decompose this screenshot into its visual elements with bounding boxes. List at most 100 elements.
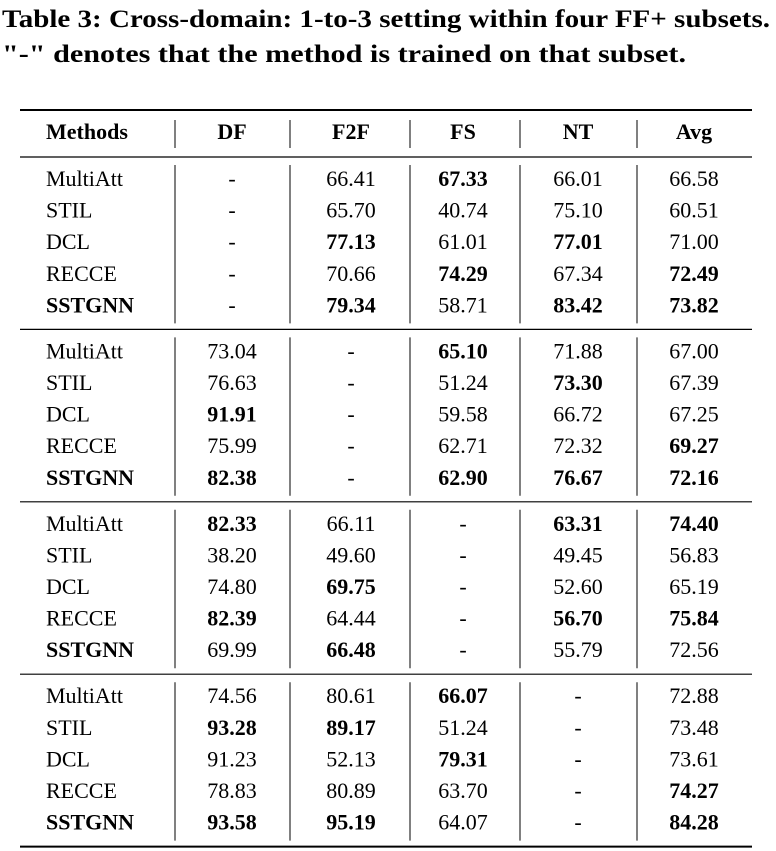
method-name: SSTGNN	[46, 465, 134, 490]
table-cell: 73.04	[207, 338, 257, 363]
table-cell: 64.44	[326, 606, 376, 631]
column-header: NT	[563, 119, 594, 144]
method-name: SSTGNN	[46, 810, 134, 835]
table-cell: 82.39	[207, 606, 257, 631]
table-cell: 75.10	[553, 198, 603, 223]
table-cell: 40.74	[438, 198, 488, 223]
caption-line: Table 3: Cross-domain: 1-to-3 setting wi…	[2, 6, 770, 33]
table-cell: 74.27	[669, 778, 719, 803]
table-cell: 80.61	[326, 683, 376, 708]
table-cell: -	[574, 778, 581, 803]
table-cell: 65.10	[438, 338, 488, 363]
column-header: Avg	[676, 119, 712, 144]
table-cell: 66.07	[438, 683, 488, 708]
table-cell: 66.41	[326, 166, 376, 191]
table-cell: 58.71	[438, 292, 488, 317]
table-cell: -	[459, 511, 466, 536]
table-cell: -	[228, 229, 235, 254]
method-name: SSTGNN	[46, 637, 134, 662]
table-cell: 80.89	[326, 778, 376, 803]
table-cell: 93.58	[207, 810, 257, 835]
table-cell: -	[574, 715, 581, 740]
method-name: RECCE	[46, 433, 117, 458]
table-cell: 69.99	[207, 637, 257, 662]
table-cell: 84.28	[669, 810, 719, 835]
table-cell: 65.70	[326, 198, 376, 223]
table-cell: 89.17	[326, 715, 376, 740]
table-cell: 91.91	[207, 402, 257, 427]
table-cell: -	[459, 574, 466, 599]
table-cell: 55.79	[553, 637, 603, 662]
table-cell: 73.61	[669, 746, 719, 771]
method-name: RECCE	[46, 778, 117, 803]
table-cell: 71.88	[553, 338, 603, 363]
table-cell: -	[459, 542, 466, 567]
table-cell: 72.49	[669, 261, 719, 286]
table-cell: 56.83	[669, 542, 719, 567]
table-cell: -	[459, 637, 466, 662]
table-cell: 79.34	[326, 292, 376, 317]
table-cell: 67.39	[669, 370, 719, 395]
table-cell: 66.48	[326, 637, 376, 662]
table-cell: 62.71	[438, 433, 488, 458]
method-name: RECCE	[46, 606, 117, 631]
table-cell: 52.13	[326, 746, 376, 771]
table-cell: 66.58	[669, 166, 719, 191]
table-cell: 51.24	[438, 715, 488, 740]
method-name: STIL	[46, 370, 92, 395]
table-cell: -	[574, 683, 581, 708]
table-cell: 66.11	[327, 511, 376, 536]
method-name: SSTGNN	[46, 292, 134, 317]
table-cell: 67.33	[438, 166, 488, 191]
table-cell: 75.84	[669, 606, 719, 631]
table-cell: 91.23	[207, 746, 257, 771]
table-cell: -	[228, 261, 235, 286]
table-cell: 82.38	[207, 465, 257, 490]
table-cell: 64.07	[438, 810, 488, 835]
table-cell: -	[459, 606, 466, 631]
table-cell: 65.19	[669, 574, 719, 599]
table-cell: 73.30	[553, 370, 603, 395]
table-cell: 63.31	[553, 511, 603, 536]
table-cell: 93.28	[207, 715, 257, 740]
table-cell: 72.16	[669, 465, 719, 490]
table-cell: 74.80	[207, 574, 257, 599]
table-cell: 69.75	[326, 574, 376, 599]
table-cell: 72.56	[669, 637, 719, 662]
column-header: Methods	[46, 119, 128, 144]
column-header: FS	[450, 119, 476, 144]
table-cell: 52.60	[553, 574, 603, 599]
table-cell: 59.58	[438, 402, 488, 427]
table-cell: -	[228, 198, 235, 223]
table-cell: -	[228, 292, 235, 317]
table-cell: 78.83	[207, 778, 257, 803]
table-cell: 74.56	[207, 683, 257, 708]
method-name: STIL	[46, 198, 92, 223]
method-name: MultiAtt	[46, 338, 123, 363]
method-name: DCL	[46, 402, 90, 427]
table-cell: 67.25	[669, 402, 719, 427]
table-cell: 67.34	[553, 261, 603, 286]
caption-line: "-" denotes that the method is trained o…	[2, 41, 686, 68]
method-name: MultiAtt	[46, 511, 123, 536]
method-name: DCL	[46, 746, 90, 771]
table-cell: 38.20	[207, 542, 257, 567]
table-cell: 79.31	[438, 746, 488, 771]
table-cell: 66.72	[553, 402, 603, 427]
method-name: MultiAtt	[46, 166, 123, 191]
table-cell: 70.66	[326, 261, 376, 286]
table-cell: 66.01	[553, 166, 603, 191]
table-cell: 72.88	[669, 683, 719, 708]
method-name: STIL	[46, 715, 92, 740]
table-cell: 63.70	[438, 778, 488, 803]
table-cell: -	[347, 433, 354, 458]
table-cell: 73.82	[669, 292, 719, 317]
table-cell: -	[347, 338, 354, 363]
table-cell: 77.13	[326, 229, 376, 254]
table-cell: 49.45	[553, 542, 603, 567]
method-name: DCL	[46, 229, 90, 254]
table-cell: 51.24	[438, 370, 488, 395]
table-cell: 72.32	[553, 433, 603, 458]
table-cell: -	[574, 746, 581, 771]
